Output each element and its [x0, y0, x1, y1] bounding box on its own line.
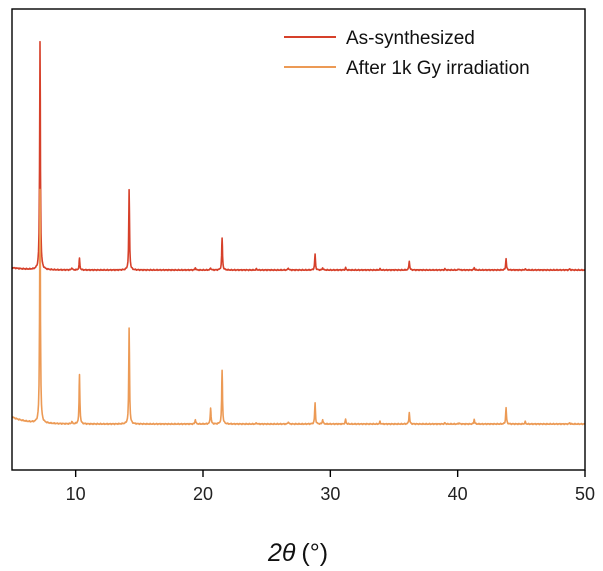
x-tick-label-10: 10 [66, 484, 86, 504]
series-layer [11, 40, 586, 426]
x-axis-unit: (°) [301, 539, 328, 567]
series-line-0 [11, 40, 586, 272]
legend-label-0: As-synthesized [346, 28, 475, 49]
x-axis-ticks: 10 20 30 40 50 [66, 470, 595, 504]
x-tick-label-50: 50 [575, 484, 595, 504]
x-tick-label-20: 20 [193, 484, 213, 504]
series-line-1 [11, 188, 586, 426]
legend-label-1: After 1k Gy irradiation [346, 58, 530, 79]
x-axis-title: 2θ (°) [267, 539, 328, 567]
x-tick-label-40: 40 [448, 484, 468, 504]
x-tick-label-30: 30 [320, 484, 340, 504]
legend: As-synthesized After 1k Gy irradiation [284, 28, 530, 79]
x-axis-symbol: 2θ [267, 539, 296, 567]
plot-frame [11, 8, 586, 471]
